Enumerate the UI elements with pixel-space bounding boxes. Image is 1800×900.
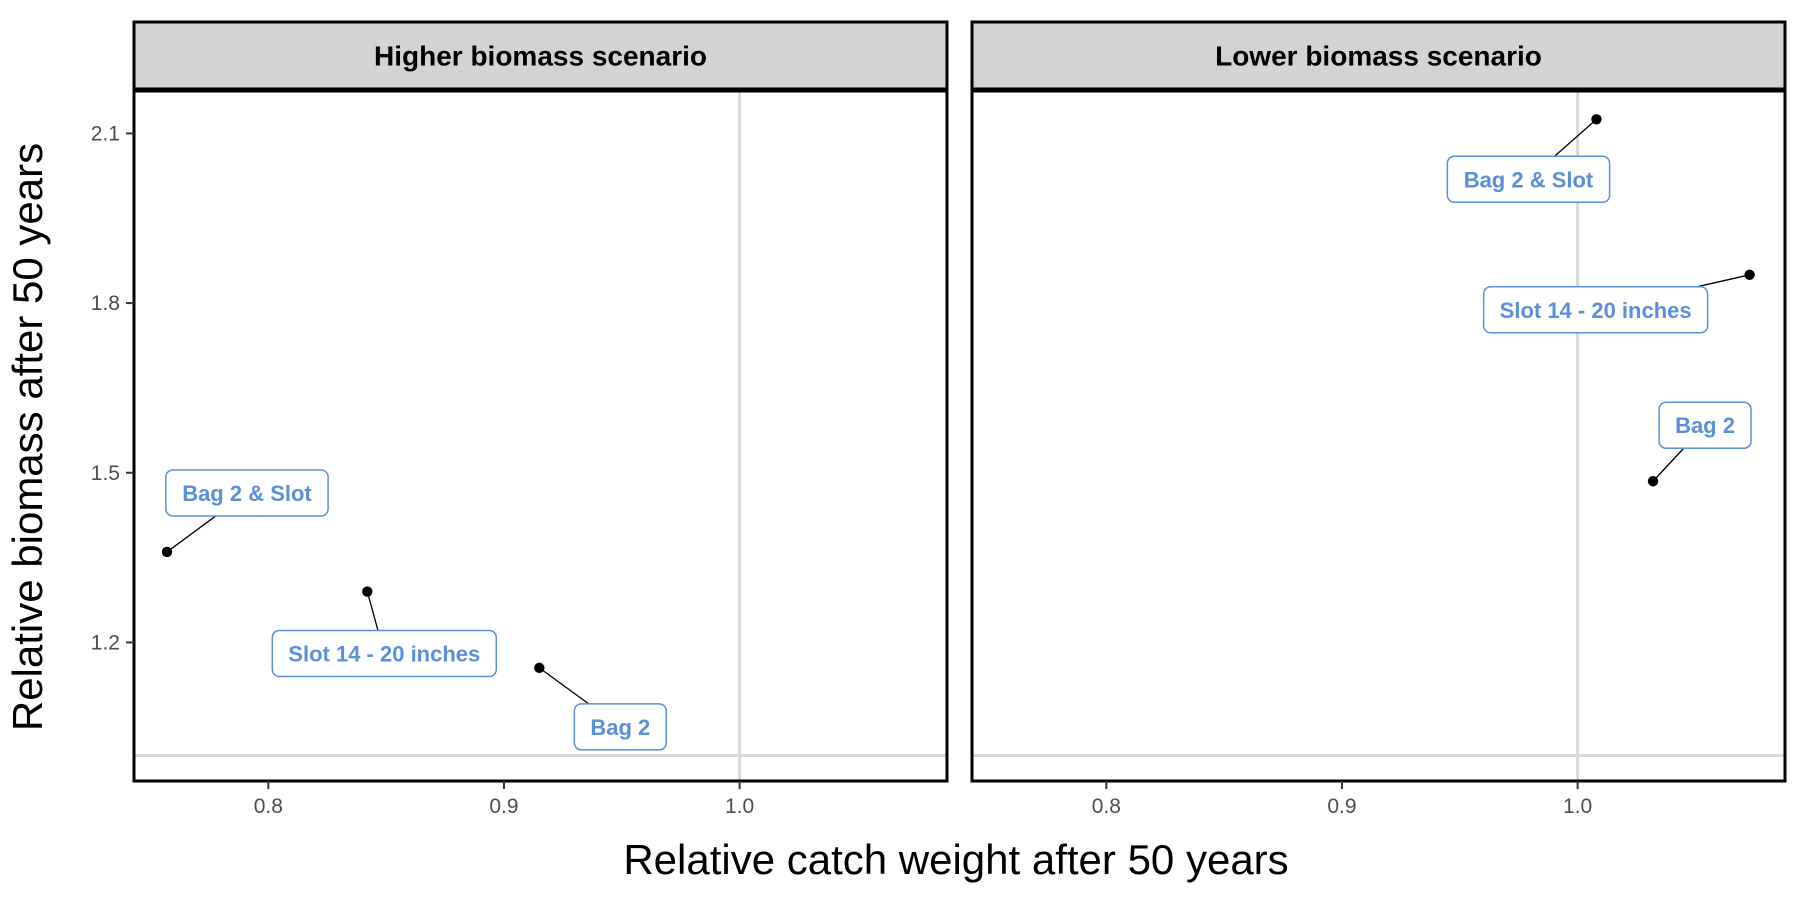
point-label-text: Slot 14 - 20 inches [1500, 298, 1692, 323]
data-point [1591, 114, 1602, 125]
point-label: Bag 2 & Slot [165, 469, 329, 517]
point-label: Slot 14 - 20 inches [1482, 286, 1709, 334]
y-axis-title: Relative biomass after 50 years [4, 143, 51, 731]
point-label: Bag 2 [1658, 401, 1752, 449]
panels: Higher biomass scenario 0.8 0.9 1.0 1.2 1.5 1.… [91, 20, 1787, 818]
label-connector [538, 667, 590, 705]
data-point [1647, 476, 1659, 487]
panel-border [132, 89, 949, 783]
data-point [362, 586, 373, 597]
data-point [1744, 269, 1755, 281]
y-tick-label: 2.1 [91, 122, 120, 145]
plot-area [972, 91, 1785, 781]
label-connector [1696, 274, 1750, 288]
y-tick-label: 1.8 [91, 292, 120, 315]
data-point [534, 662, 545, 674]
facet-strip [132, 20, 949, 91]
plot-area [134, 91, 947, 781]
label-connector [1652, 447, 1685, 482]
point-label: Bag 2 & Slot [1446, 155, 1611, 204]
point-label-box [1446, 155, 1611, 204]
point-label-box [271, 629, 498, 678]
facet-panel: Lower biomass scenario 0.8 0.9 1.0 Bag 2 & S… [970, 20, 1787, 818]
panel-border [970, 89, 1787, 783]
point-label-box [573, 703, 668, 751]
point-label: Bag 2 [573, 703, 668, 751]
x-tick-label: 0.8 [1092, 795, 1121, 818]
x-tick-label: 0.9 [489, 795, 518, 818]
label-connector [366, 591, 379, 631]
point-label: Slot 14 - 20 inches [271, 629, 498, 678]
point-label-text: Bag 2 [590, 715, 650, 740]
point-label-text: Bag 2 & Slot [1464, 167, 1594, 192]
x-tick-label: 0.9 [1327, 795, 1356, 818]
x-tick-label: 1.0 [1563, 795, 1592, 818]
x-tick-label: 1.0 [725, 795, 754, 818]
x-axis-title: Relative catch weight after 50 years [623, 836, 1288, 883]
point-label-box [1482, 286, 1709, 334]
point-label-box [1658, 401, 1752, 449]
point-label-box [165, 469, 329, 517]
facet-title: Lower biomass scenario [1215, 41, 1542, 72]
point-label-text: Slot 14 - 20 inches [288, 642, 480, 667]
y-tick-label: 1.2 [91, 631, 120, 654]
data-point [161, 546, 173, 558]
point-label-text: Bag 2 [1675, 413, 1735, 438]
facet-panel: Higher biomass scenario 0.8 0.9 1.0 1.2 1.5 1.… [91, 20, 949, 818]
label-connector [1554, 118, 1597, 157]
facet-strip [970, 20, 1787, 91]
x-tick-label: 0.8 [254, 795, 283, 818]
facet-title: Higher biomass scenario [374, 41, 707, 72]
y-tick-label: 1.5 [91, 462, 120, 485]
point-label-text: Bag 2 & Slot [182, 481, 312, 506]
label-connector [166, 515, 217, 553]
